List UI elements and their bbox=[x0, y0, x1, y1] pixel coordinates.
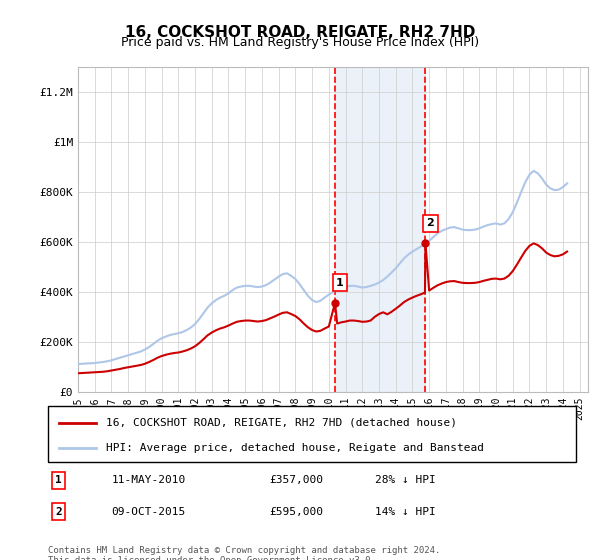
Text: 11-MAY-2010: 11-MAY-2010 bbox=[112, 475, 185, 485]
Text: Contains HM Land Registry data © Crown copyright and database right 2024.
This d: Contains HM Land Registry data © Crown c… bbox=[48, 546, 440, 560]
Text: 2: 2 bbox=[55, 507, 62, 517]
FancyBboxPatch shape bbox=[48, 406, 576, 462]
Text: 14% ↓ HPI: 14% ↓ HPI bbox=[376, 507, 436, 517]
Text: 28% ↓ HPI: 28% ↓ HPI bbox=[376, 475, 436, 485]
Text: 16, COCKSHOT ROAD, REIGATE, RH2 7HD: 16, COCKSHOT ROAD, REIGATE, RH2 7HD bbox=[125, 25, 475, 40]
Text: 1: 1 bbox=[55, 475, 62, 485]
Text: Price paid vs. HM Land Registry's House Price Index (HPI): Price paid vs. HM Land Registry's House … bbox=[121, 36, 479, 49]
Text: £595,000: £595,000 bbox=[270, 507, 324, 517]
Text: 16, COCKSHOT ROAD, REIGATE, RH2 7HD (detached house): 16, COCKSHOT ROAD, REIGATE, RH2 7HD (det… bbox=[106, 418, 457, 428]
Text: £357,000: £357,000 bbox=[270, 475, 324, 485]
Text: 1: 1 bbox=[336, 278, 344, 288]
Text: 2: 2 bbox=[427, 218, 434, 228]
Text: HPI: Average price, detached house, Reigate and Banstead: HPI: Average price, detached house, Reig… bbox=[106, 443, 484, 453]
Text: 09-OCT-2015: 09-OCT-2015 bbox=[112, 507, 185, 517]
Bar bbox=[335, 67, 425, 392]
